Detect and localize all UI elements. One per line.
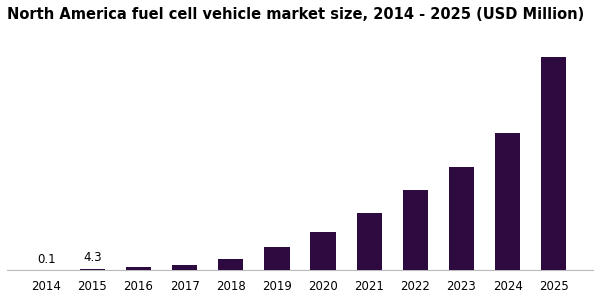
Bar [449,167,474,270]
Text: 4.3: 4.3 [83,251,102,264]
Bar [495,133,520,270]
Bar [541,57,566,270]
Bar [310,232,336,270]
Bar [80,269,105,270]
Bar [403,190,428,270]
Bar [264,248,290,270]
Bar [356,213,382,270]
Text: 0.1: 0.1 [37,253,56,266]
Text: North America fuel cell vehicle market size, 2014 - 2025 (USD Million): North America fuel cell vehicle market s… [7,7,584,22]
Bar [126,267,151,270]
Bar [218,259,244,270]
Bar [172,265,197,270]
